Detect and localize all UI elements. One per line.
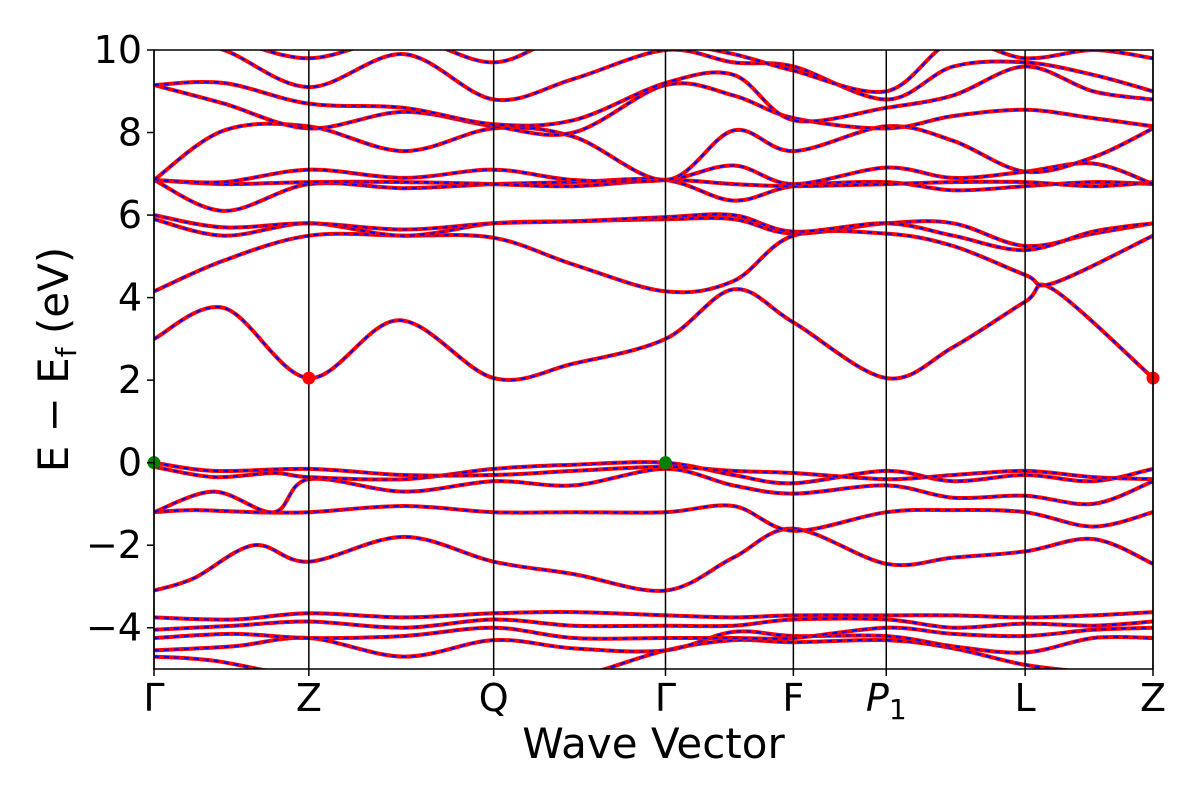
x-tick-label-6: L <box>1015 676 1036 720</box>
band-line-overlay-15 <box>154 178 1153 188</box>
band-line-13 <box>154 212 1153 253</box>
cbm-marker-2 <box>302 371 316 385</box>
y-axis-label-unit: (eV) <box>29 247 78 348</box>
y-tick-label-0: −4 <box>86 606 142 650</box>
x-tick-label-0: Γ <box>143 676 164 720</box>
band-line-overlay-16 <box>154 162 1153 186</box>
y-tick-label-7: 10 <box>94 28 142 72</box>
band-line-overlay-10 <box>154 283 1153 381</box>
band-line-5 <box>154 526 1153 593</box>
y-axis-label: E − Ef (eV) <box>29 247 83 473</box>
band-line-overlay-3 <box>154 617 1153 631</box>
y-tick-label-3: 2 <box>118 358 142 402</box>
band-line-overlay-19 <box>154 65 1153 127</box>
x-tick-label-3: Γ <box>655 676 676 720</box>
band-line-overlay-13 <box>154 213 1153 252</box>
y-tick-label-5: 6 <box>118 193 142 237</box>
band-line-10 <box>154 282 1153 382</box>
x-tick-label-2: Q <box>479 676 509 720</box>
band-line-overlay-9 <box>154 461 1153 481</box>
y-tick-label-2: 0 <box>118 441 142 485</box>
band-line-overlay-4 <box>154 610 1153 621</box>
high-symmetry-lines <box>153 50 1154 669</box>
y-axis-label-main: E − E <box>29 357 78 472</box>
band-line-overlay-20 <box>220 50 1153 102</box>
band-edge-markers <box>147 371 1160 470</box>
band-line-6 <box>154 503 1153 533</box>
band-line-overlay-21 <box>261 50 1153 94</box>
band-line-overlay-2 <box>154 626 1153 640</box>
band-line-overlay-7 <box>154 467 1153 514</box>
x-tick-label-7: Z <box>1140 676 1166 720</box>
band-line-19 <box>154 64 1153 128</box>
y-tick-label-4: 4 <box>118 276 142 320</box>
band-line-11 <box>154 229 1153 295</box>
x-axis-label: Wave Vector <box>522 719 785 768</box>
y-axis-ticks: −4 −2 0 2 4 6 8 10 <box>86 28 154 650</box>
band-line-18 <box>154 81 1153 137</box>
y-tick-label-6: 8 <box>118 111 142 155</box>
vbm-marker-1 <box>658 456 672 470</box>
plot-frame <box>153 49 1154 670</box>
band-line-overlay-0 <box>154 638 1065 669</box>
bands-layer <box>154 50 1153 669</box>
x-tick-label-5: P1 <box>866 676 907 726</box>
x-axis-ticks: Γ Z Q Γ F P1 L Z <box>143 669 1166 726</box>
y-tick-label-1: −2 <box>86 523 142 567</box>
y-axis-label-subscript: f <box>50 346 83 357</box>
band-line-overlay-1 <box>154 630 1153 658</box>
x-tick-label-1: Z <box>296 676 322 720</box>
band-line-overlay-17 <box>154 122 1153 182</box>
x-tick-label-4: F <box>782 676 804 720</box>
